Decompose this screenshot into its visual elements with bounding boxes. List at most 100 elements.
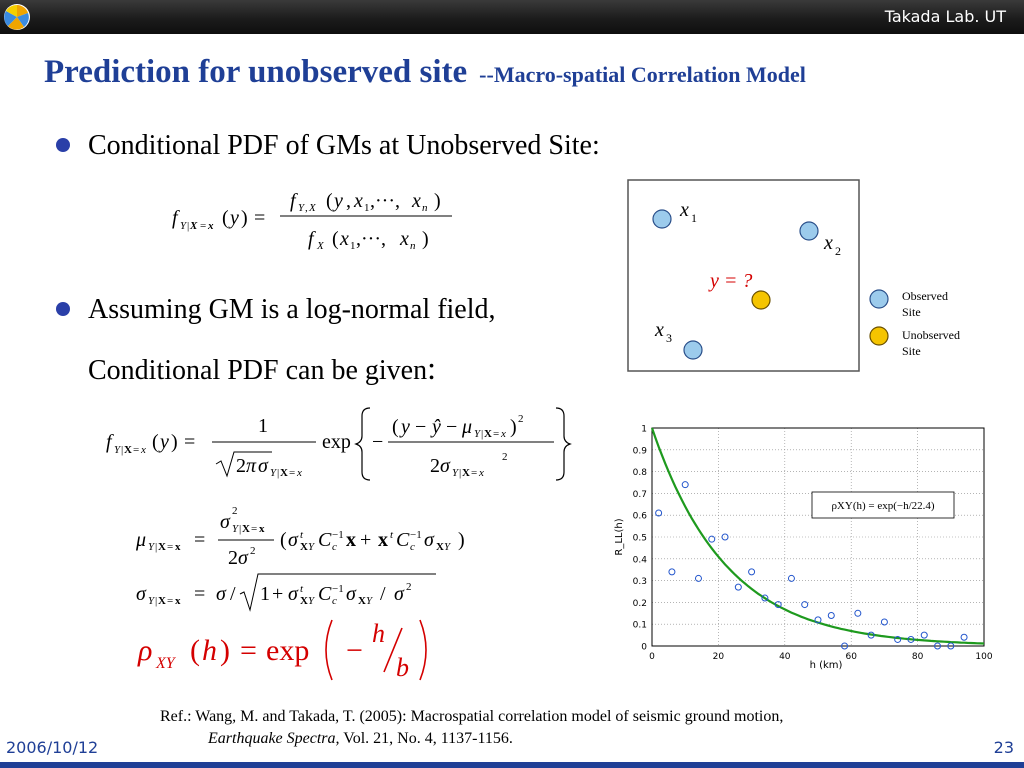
svg-text:2: 2 (236, 455, 246, 477)
chart-data-point (787, 574, 795, 582)
chart-y-label: R_LL(h) (614, 518, 625, 555)
svg-text:1: 1 (350, 240, 356, 252)
svg-text:=: = (471, 467, 477, 479)
chart-y-tick-label: 0.5 (633, 534, 647, 544)
svg-text:x: x (296, 467, 302, 479)
chart-data-point (894, 635, 902, 643)
chart-data-point (761, 594, 769, 602)
page-number: 23 (993, 738, 1014, 757)
bullet-item: Assuming GM is a log-normal field, (56, 294, 496, 326)
legend-observed-label-2: Site (902, 305, 921, 319)
chart-x-tick-label: 20 (713, 652, 725, 662)
legend-unobserved-label: Unobserved (902, 328, 960, 342)
svg-text:f: f (172, 207, 180, 229)
svg-text:X: X (242, 523, 250, 535)
svg-text:t: t (300, 583, 304, 595)
svg-text:x: x (399, 228, 409, 250)
svg-text:−: − (346, 634, 363, 667)
svg-text:=: = (289, 467, 295, 479)
svg-text:σ: σ (424, 529, 435, 551)
chart-background (608, 416, 996, 674)
svg-text:): ) (434, 190, 441, 212)
svg-text:X: X (308, 202, 317, 214)
chart-points-group (655, 481, 968, 650)
svg-text:x: x (339, 228, 349, 250)
svg-text:,···,: ,···, (370, 190, 400, 212)
slide-title: Prediction for unobserved site --Macro-sp… (44, 54, 806, 91)
svg-text:1: 1 (260, 583, 270, 605)
label-unknown-y: y = ? (708, 270, 752, 292)
svg-text:σ: σ (136, 583, 147, 605)
chart-data-point (748, 568, 756, 576)
chart-x-tick-label: 80 (912, 652, 924, 662)
unobserved-site (751, 290, 771, 310)
svg-text:x: x (378, 529, 388, 551)
chart-data-point (854, 609, 862, 617)
label-x1-sub: 1 (691, 211, 697, 225)
svg-text:=: = (194, 583, 205, 605)
bullet-text: Conditional PDF of GMs at Unobserved Sit… (88, 130, 600, 161)
svg-text:|: | (187, 220, 189, 232)
chart-data-point (708, 535, 716, 543)
svg-text:σ: σ (258, 455, 269, 477)
svg-text:|: | (121, 444, 123, 456)
label-x1: x (679, 199, 689, 221)
chart-data-point (827, 611, 835, 619)
svg-text:−: − (446, 416, 457, 438)
footer-rule (0, 762, 1024, 768)
label-x3-sub: 3 (666, 331, 672, 345)
chart-y-tick-label: 0.9 (633, 446, 648, 456)
svg-text:X: X (158, 595, 166, 607)
svg-text:|: | (481, 428, 483, 440)
chart-data-point (774, 601, 782, 609)
chart-y-tick-label: 0.3 (633, 577, 647, 587)
svg-text:|: | (459, 467, 461, 479)
svg-text:b: b (396, 653, 409, 682)
label-x2-sub: 2 (835, 244, 841, 258)
svg-text:(: ( (326, 190, 333, 212)
reference-details: Vol. 21, No. 4, 1137-1156. (339, 730, 513, 747)
svg-text:f: f (308, 228, 316, 250)
svg-text:+: + (360, 529, 371, 551)
svg-text:μ: μ (461, 416, 472, 438)
svg-text:X: X (124, 444, 132, 456)
conditional-mean-equation: μ Y | X = x = σ 2 Y | X = x 2 σ 2 ( σ t … (135, 505, 465, 569)
svg-text:−1: −1 (332, 583, 344, 595)
svg-text:π: π (246, 455, 257, 477)
chart-data-point (841, 642, 849, 650)
chart-data-point (947, 642, 955, 650)
chart-x-tick-label: 60 (845, 652, 857, 662)
svg-text:y: y (332, 190, 343, 212)
chart-y-tick-label: 0.6 (633, 512, 648, 522)
svg-text:X: X (300, 595, 308, 607)
observed-site-x1 (652, 209, 672, 229)
legend-observed-icon (869, 289, 889, 309)
chart-data-point (814, 616, 822, 624)
svg-text:): ) (171, 431, 178, 453)
svg-text:2: 2 (250, 545, 256, 557)
svg-text:x: x (175, 541, 181, 553)
svg-text:σ: σ (238, 547, 249, 569)
svg-text:=: = (200, 220, 206, 232)
chart-data-point (734, 583, 742, 591)
svg-text:XY: XY (155, 655, 177, 672)
chart-data-point (801, 601, 809, 609)
svg-text:y: y (158, 431, 169, 453)
svg-text:2: 2 (232, 505, 238, 517)
svg-text:x: x (259, 523, 265, 535)
chart-y-ticks: 0 0.1 0.2 0.3 0.4 0.5 0.6 0.7 0.8 0.9 1 (633, 425, 648, 653)
svg-text:x: x (353, 190, 363, 212)
svg-text:c: c (332, 595, 337, 607)
svg-text:X: X (189, 220, 198, 232)
svg-text:=: = (493, 428, 499, 440)
svg-text:): ) (220, 634, 230, 667)
svg-text:/: / (380, 583, 386, 605)
label-x3: x (654, 319, 664, 341)
svg-text:σ: σ (216, 583, 227, 605)
correlation-chart: 0 0.1 0.2 0.3 0.4 0.5 0.6 0.7 0.8 0.9 1 0 20 40 60 80 1… (608, 416, 996, 674)
svg-text:=: = (251, 523, 257, 535)
svg-text:X: X (280, 467, 288, 479)
svg-text:n: n (410, 240, 416, 252)
chart-y-tick-label: 1 (641, 425, 647, 435)
svg-text:2: 2 (430, 455, 440, 477)
